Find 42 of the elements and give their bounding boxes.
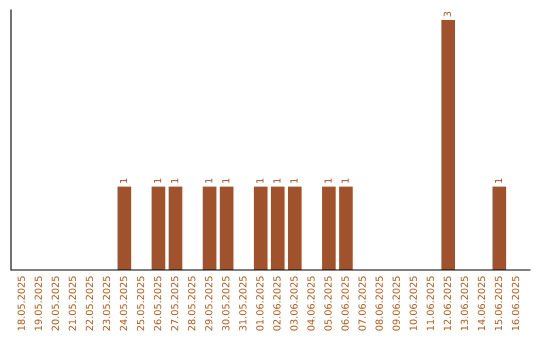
data-label: 1 (324, 178, 332, 183)
x-tick-label: 26.05.2025 (154, 276, 162, 331)
x-tick-label: 13.06.2025 (460, 276, 468, 330)
x-tick-label: 09.06.2025 (392, 276, 400, 331)
x-tick-label: 30.05.2025 (222, 276, 230, 330)
x-tick-label: 10.06.2025 (410, 276, 417, 330)
x-tick-label: 31.05.2025 (239, 276, 246, 330)
data-label: 1 (154, 178, 162, 183)
x-tick-label: 21.05.2025 (68, 276, 76, 331)
x-tick-label: 05.06.2025 (324, 276, 332, 331)
x-tick-label: 25.05.2025 (136, 276, 144, 331)
x-tick-label: 03.06.2025 (290, 276, 298, 331)
data-label: 1 (290, 178, 298, 183)
x-tick-label: 12.06.2025 (444, 276, 452, 330)
x-tick-label: 01.06.2025 (256, 276, 264, 331)
data-label: 1 (494, 178, 502, 183)
x-tick-label: 04.06.2025 (307, 276, 315, 331)
x-tick-label: 14.06.2025 (478, 276, 486, 330)
x-tick-label: 19.05.2025 (34, 276, 42, 330)
x-tick-label: 20.05.2025 (52, 276, 59, 331)
data-label: 1 (205, 178, 212, 183)
x-tick-label: 08.06.2025 (375, 276, 383, 331)
x-tick-label: 23.05.2025 (102, 276, 110, 331)
x-tick-label: 16.06.2025 (512, 276, 520, 330)
x-tick-label: 02.06.2025 (273, 276, 281, 331)
data-label: 1 (256, 178, 264, 183)
x-tick-label: 29.05.2025 (205, 276, 212, 331)
x-tick-label: 24.05.2025 (120, 276, 128, 331)
x-tick-label: 28.05.2025 (188, 276, 196, 331)
x-tick-label: 22.05.2025 (86, 276, 94, 331)
x-tick-label: 06.06.2025 (341, 276, 349, 331)
x-tick-label: 15.06.2025 (494, 276, 502, 330)
data-label: 1 (120, 178, 128, 183)
x-tick-label: 18.05.2025 (18, 276, 25, 330)
data-label: 1 (222, 178, 230, 183)
data-label: 1 (273, 178, 280, 183)
x-tick-label: 07.06.2025 (358, 276, 366, 331)
data-label: 1 (342, 178, 349, 183)
x-tick-label: 27.05.2025 (170, 276, 178, 331)
x-tick-label: 11.06.2025 (426, 276, 434, 330)
data-label: 3 (444, 12, 452, 16)
data-label: 1 (171, 178, 178, 183)
